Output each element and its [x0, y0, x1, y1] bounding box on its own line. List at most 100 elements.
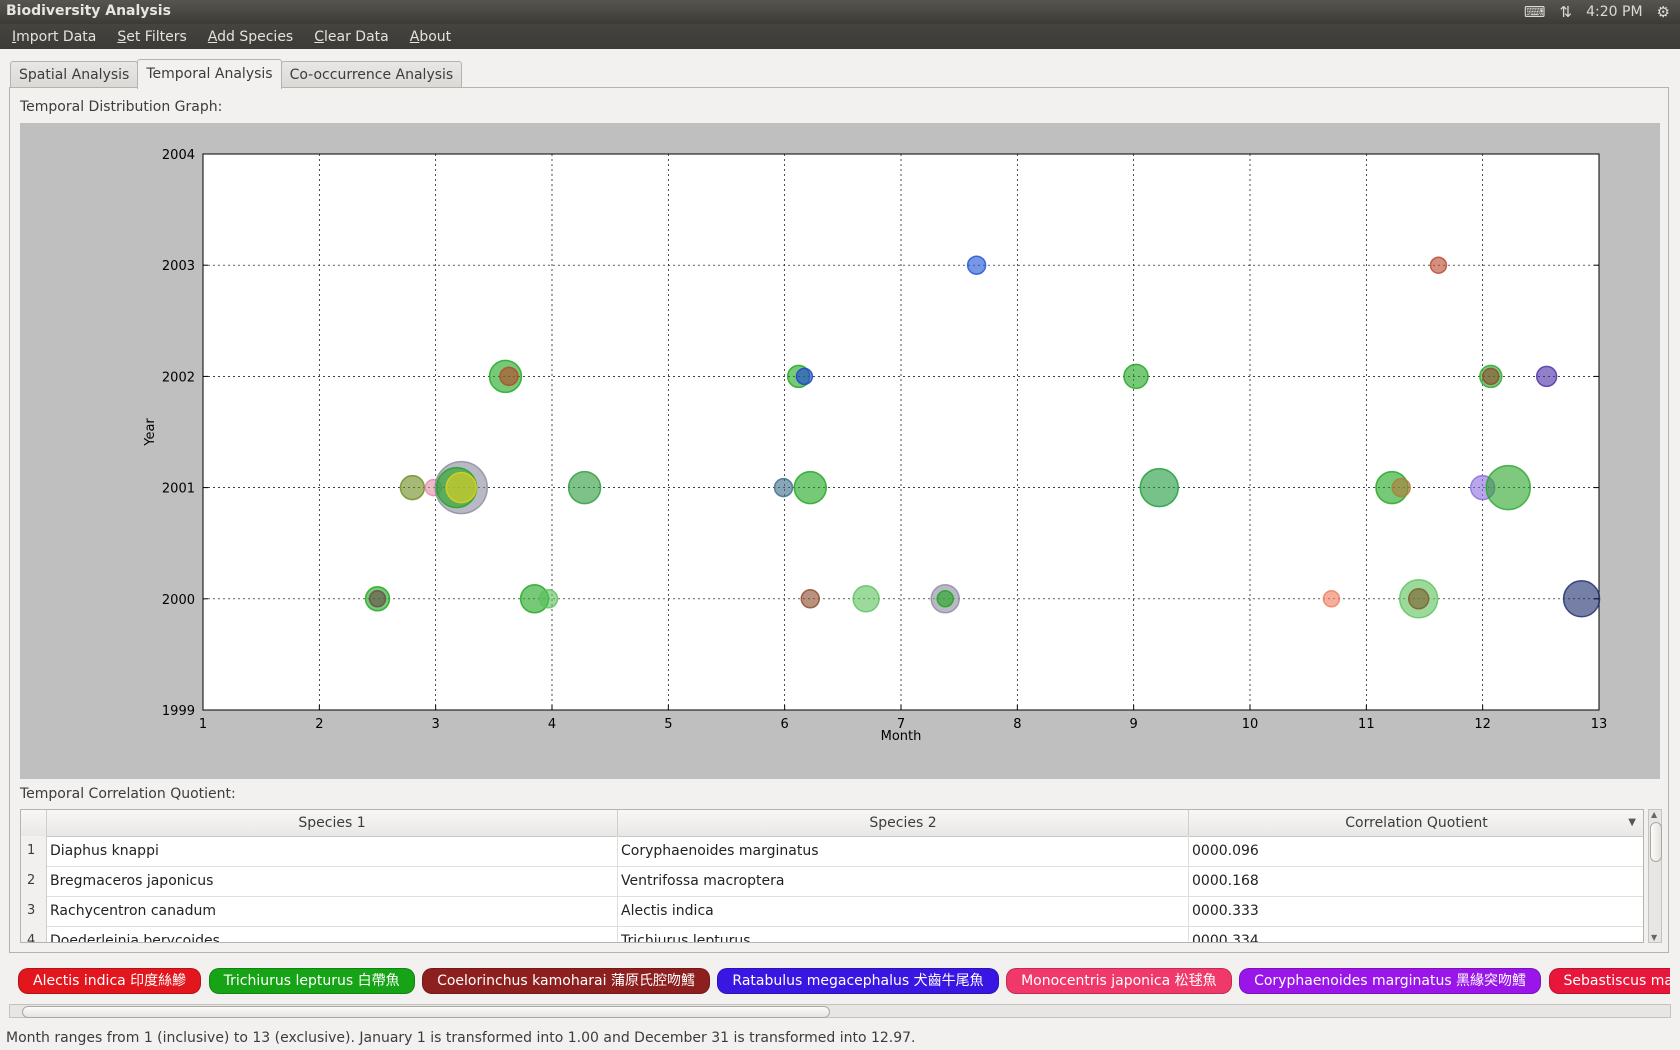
data-point — [795, 367, 814, 386]
data-point — [1535, 365, 1558, 388]
data-points — [364, 255, 1601, 619]
x-tick-label: 4 — [548, 717, 556, 732]
menu-import-data[interactable]: Import Data — [12, 28, 97, 45]
data-point — [499, 366, 519, 387]
tab-temporal-analysis[interactable]: Temporal Analysis — [137, 59, 282, 89]
x-axis-label: Month — [881, 729, 922, 744]
row-number: 3 — [21, 896, 47, 926]
x-tick-label: 11 — [1358, 717, 1375, 732]
plot-area — [202, 153, 1600, 711]
scroll-down-icon[interactable]: ▼ — [1651, 933, 1658, 942]
table-row[interactable]: 2 Bregmaceros japonicus Ventrifossa macr… — [21, 866, 1643, 897]
menu-add-species[interactable]: Add Species — [207, 28, 294, 45]
cell-species-1[interactable]: Bregmaceros japonicus — [47, 866, 618, 896]
axis-ticks: 1 2 3 4 5 6 7 8 9 10 11 12 1319992000200120022003200… — [162, 148, 1607, 732]
table-row[interactable]: 4 Doederleinia berycoides Trichiurus lep… — [21, 926, 1643, 942]
system-tray: ⌨ ⇅ 4:20 PM ⚙ — [1524, 0, 1680, 24]
table-vertical-scrollbar[interactable]: ▲ ▼ — [1648, 809, 1662, 943]
y-axis-label: Year — [143, 418, 158, 447]
cell-quotient[interactable]: 0000.333 — [1189, 896, 1643, 926]
x-tick-label: 2 — [315, 717, 323, 732]
cell-quotient[interactable]: 0000.168 — [1189, 866, 1643, 896]
data-point — [1562, 580, 1601, 618]
tab-co-occurrence-analysis[interactable]: Co-occurrence Analysis — [280, 61, 463, 88]
cell-species-2[interactable]: Trichiurus lepturus — [618, 926, 1189, 942]
x-tick-label: 13 — [1591, 717, 1608, 732]
data-point — [966, 255, 987, 275]
scroll-up-icon[interactable]: ▲ — [1651, 810, 1658, 819]
y-tick-label: 2000 — [162, 593, 195, 608]
data-point — [538, 589, 559, 609]
title-bar: Biodiversity Analysis ⌨ ⇅ 4:20 PM ⚙ — [0, 0, 1680, 24]
y-tick-label: 2004 — [162, 148, 195, 163]
cell-species-2[interactable]: Ventrifossa macroptera — [618, 866, 1189, 896]
species-chip[interactable]: Ratabulus megacephalus 犬齒牛尾魚 — [717, 968, 999, 994]
species-chip[interactable]: Coelorinchus kamoharai 蒲原氏腔吻鱈 — [422, 968, 710, 994]
y-tick-label: 1999 — [162, 704, 195, 719]
species-legend: Alectis indica 印度絲鰺 Trichiurus lepturus … — [18, 968, 1670, 994]
data-point — [1391, 477, 1411, 498]
data-point — [1407, 588, 1430, 610]
header-species-1[interactable]: Species 1 — [47, 810, 618, 836]
scrollbar-thumb[interactable] — [1650, 822, 1662, 862]
data-point — [567, 470, 602, 505]
data-point — [1322, 590, 1341, 608]
data-point — [368, 590, 387, 608]
network-icon[interactable]: ⇅ — [1559, 3, 1573, 21]
menu-bar: Import Data Set Filters Add Species Clea… — [0, 24, 1680, 49]
data-point — [1123, 363, 1149, 390]
header-species-2[interactable]: Species 2 — [618, 810, 1189, 836]
species-chip[interactable]: Sebastiscus marmoratus — [1548, 968, 1670, 994]
header-correlation-quotient[interactable]: Correlation Quotient ▼ — [1189, 810, 1643, 836]
correlation-label: Temporal Correlation Quotient: — [20, 786, 236, 802]
cell-species-1[interactable]: Rachycentron canadum — [47, 896, 618, 926]
x-tick-label: 7 — [897, 717, 905, 732]
x-tick-label: 12 — [1474, 717, 1491, 732]
table-header: Species 1 Species 2 Correlation Quotient… — [21, 810, 1643, 837]
menu-clear-data[interactable]: Clear Data — [314, 28, 389, 45]
y-tick-label: 2002 — [162, 370, 195, 385]
menu-about[interactable]: About — [409, 28, 452, 45]
row-number: 4 — [21, 926, 47, 942]
species-chip[interactable]: Coryphaenoides marginatus 黑緣突吻鱈 — [1239, 968, 1542, 994]
cell-species-2[interactable]: Alectis indica — [618, 896, 1189, 926]
x-tick-label: 10 — [1242, 717, 1259, 732]
species-chip[interactable]: Alectis indica 印度絲鰺 — [18, 968, 202, 994]
correlation-table[interactable]: Species 1 Species 2 Correlation Quotient… — [20, 809, 1644, 943]
gear-icon[interactable]: ⚙ — [1656, 3, 1670, 21]
row-number: 1 — [21, 836, 47, 866]
tab-spatial-analysis[interactable]: Spatial Analysis — [10, 61, 139, 88]
y-tick-label: 2001 — [162, 482, 195, 497]
cell-quotient[interactable]: 0000.096 — [1189, 836, 1643, 866]
data-point — [800, 589, 821, 609]
x-tick-label: 1 — [199, 717, 207, 732]
temporal-distribution-graph: 1 2 3 4 5 6 7 8 9 10 11 12 13 1999 2000 2001 2002 2003 200… — [20, 123, 1660, 779]
data-point — [793, 470, 828, 505]
menu-set-filters[interactable]: Set Filters — [117, 28, 187, 45]
species-chip[interactable]: Monocentris japonica 松毬魚 — [1006, 968, 1232, 994]
table-row[interactable]: 1 Diaphus knappi Coryphaenoides marginat… — [21, 836, 1643, 867]
cell-species-2[interactable]: Coryphaenoides marginatus — [618, 836, 1189, 866]
keyboard-icon[interactable]: ⌨ — [1523, 3, 1546, 21]
x-tick-label: 9 — [1130, 717, 1138, 732]
data-point — [445, 471, 478, 504]
graph-label: Temporal Distribution Graph: — [20, 99, 223, 115]
x-tick-label: 8 — [1013, 717, 1021, 732]
table-row[interactable]: 3 Rachycentron canadum Alectis indica 00… — [21, 896, 1643, 927]
row-number-header — [21, 810, 47, 836]
species-chip[interactable]: Trichiurus lepturus 白帶魚 — [208, 968, 415, 994]
x-tick-label: 5 — [664, 717, 672, 732]
data-point — [1139, 467, 1180, 508]
cell-species-1[interactable]: Diaphus knappi — [47, 836, 618, 866]
data-point — [852, 585, 880, 613]
cell-species-1[interactable]: Doederleinia berycoides — [47, 926, 618, 942]
cell-quotient[interactable]: 0000.334 — [1189, 926, 1643, 942]
chips-horizontal-scrollbar[interactable] — [9, 1004, 1671, 1018]
scrollbar-thumb[interactable] — [22, 1006, 830, 1018]
header-correlation-quotient-label: Correlation Quotient — [1345, 815, 1488, 831]
y-tick-label: 2003 — [162, 259, 195, 274]
clock[interactable]: 4:20 PM — [1586, 4, 1643, 20]
row-number: 2 — [21, 866, 47, 896]
sort-descending-icon[interactable]: ▼ — [1628, 817, 1636, 828]
data-point — [936, 590, 954, 608]
